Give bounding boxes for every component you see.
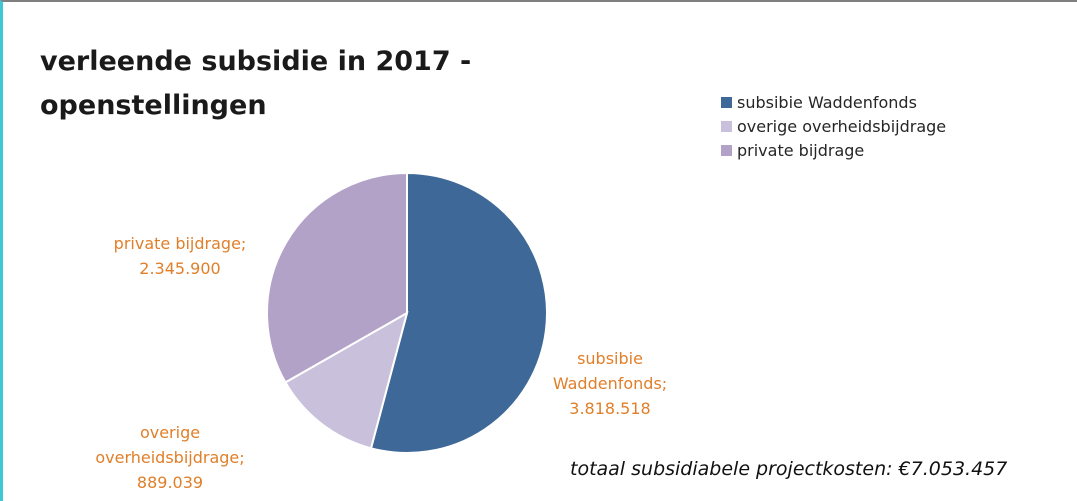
legend-swatch-private: [721, 144, 732, 156]
chart-title-line-2: openstellingen: [40, 90, 267, 121]
data-label-overige-line-3: 889.039: [136, 473, 204, 492]
legend-item-overige: overige overheidsbijdrage: [721, 114, 946, 138]
legend-swatch-waddenfonds: [721, 96, 732, 108]
pie-slice-overige: [284, 310, 409, 450]
legend-item-waddenfonds: subsibie Waddenfonds: [721, 90, 946, 114]
pie-slice-waddenfonds: [369, 171, 548, 454]
data-label-overige: overige overheidsbijdrage; 889.039: [60, 420, 280, 495]
legend-label-private: private bijdrage: [737, 140, 865, 160]
chart-title: verleende subsidie in 2017 - openstellin…: [40, 40, 510, 128]
total-costs-note: totaal subsidiabele projectkosten: €7.05…: [570, 458, 1008, 480]
pie-slice-private: [266, 171, 408, 384]
data-label-waddenfonds-line-1: subsibie: [577, 349, 643, 368]
legend-label-overige: overige overheidsbijdrage: [737, 116, 947, 136]
data-label-overige-line-2: overheidsbijdrage;: [95, 448, 245, 467]
data-label-overige-line-1: overige: [139, 423, 201, 442]
data-label-waddenfonds-line-2: Waddenfonds;: [552, 374, 668, 393]
data-label-waddenfonds-line-3: 3.818.518: [569, 399, 651, 418]
data-label-private: private bijdrage; 2.345.900: [90, 231, 270, 281]
data-label-private-line-2: 2.345.900: [139, 259, 221, 278]
data-label-private-line-1: private bijdrage;: [113, 234, 247, 253]
legend-label-waddenfonds: subsibie Waddenfonds: [737, 92, 917, 112]
data-label-waddenfonds: subsibie Waddenfonds; 3.818.518: [530, 346, 690, 421]
legend-item-private: private bijdrage: [721, 138, 946, 162]
chart-legend: subsibie Waddenfonds overige overheidsbi…: [721, 90, 946, 162]
legend-swatch-overige: [721, 120, 732, 132]
chart-title-line-1: verleende subsidie in 2017 -: [40, 46, 472, 77]
